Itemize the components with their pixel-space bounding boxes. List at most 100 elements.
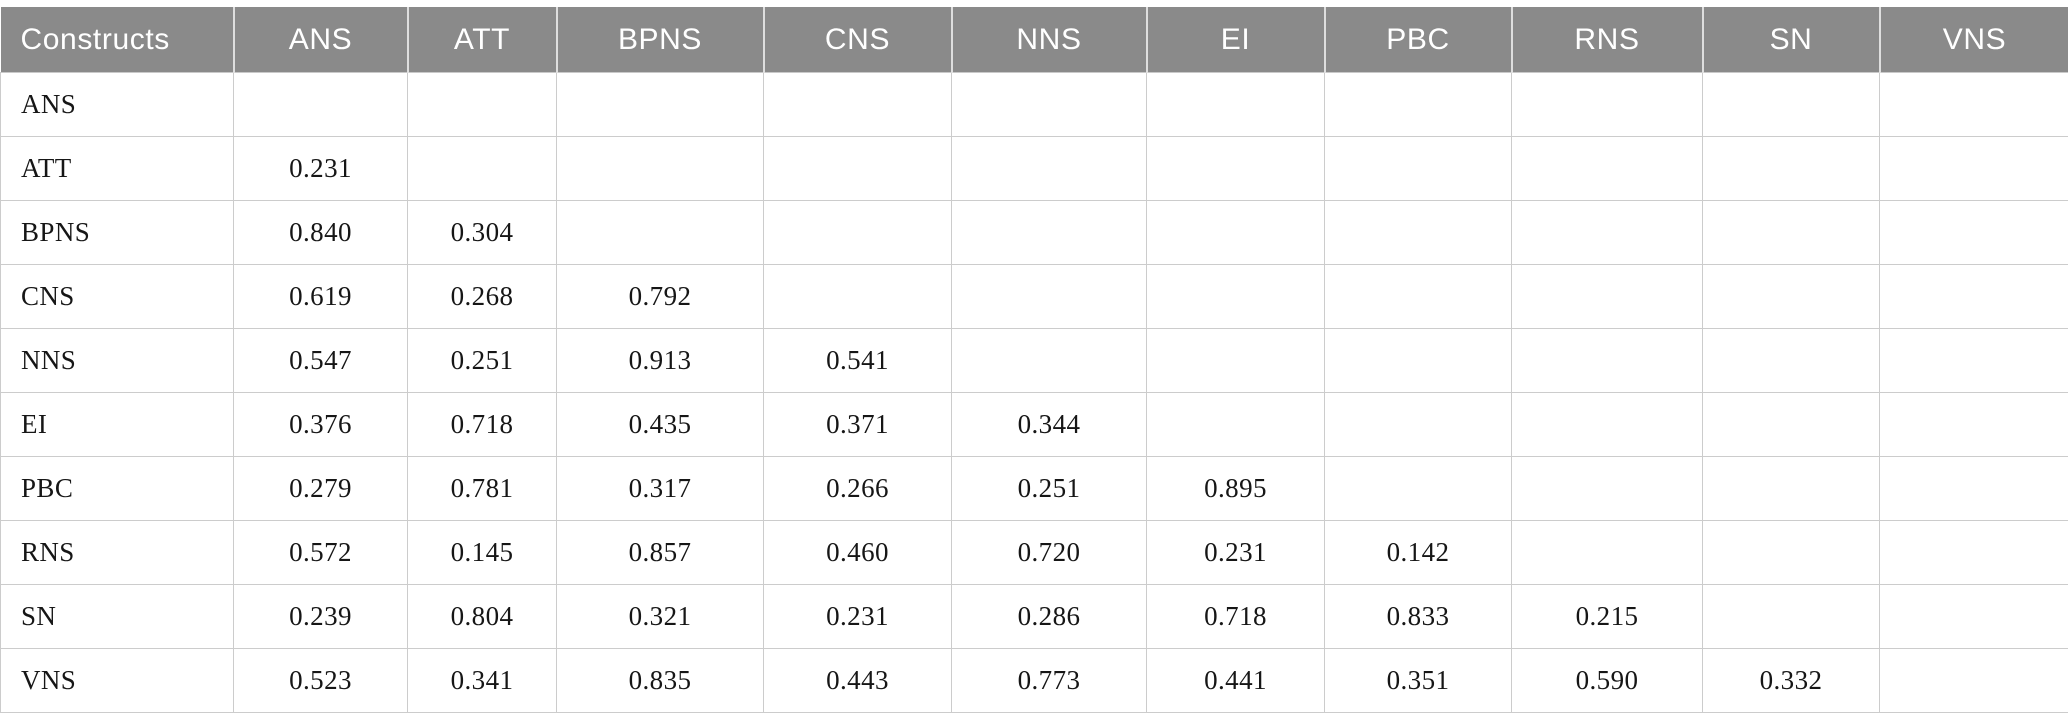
cell-value: 0.443: [764, 649, 952, 713]
cell-value: [952, 201, 1147, 265]
cell-value: 0.523: [234, 649, 408, 713]
cell-value: [1880, 585, 2068, 649]
cell-value: [1703, 265, 1880, 329]
cell-value: 0.215: [1512, 585, 1703, 649]
cell-value: [1147, 265, 1325, 329]
column-header-nns: NNS: [952, 7, 1147, 73]
cell-value: [1512, 457, 1703, 521]
cell-value: [1325, 201, 1512, 265]
cell-value: [557, 73, 764, 137]
cell-value: [1512, 393, 1703, 457]
cell-value: 0.251: [952, 457, 1147, 521]
column-header-cns: CNS: [764, 7, 952, 73]
row-label: RNS: [1, 521, 234, 585]
cell-value: [952, 265, 1147, 329]
cell-value: 0.913: [557, 329, 764, 393]
header-row: Constructs ANS ATT BPNS CNS NNS EI PBC R…: [1, 7, 2068, 73]
row-label: CNS: [1, 265, 234, 329]
table-header: Constructs ANS ATT BPNS CNS NNS EI PBC R…: [1, 7, 2068, 73]
cell-value: 0.239: [234, 585, 408, 649]
row-label: PBC: [1, 457, 234, 521]
cell-value: 0.351: [1325, 649, 1512, 713]
cell-value: [1703, 201, 1880, 265]
cell-value: [1325, 393, 1512, 457]
cell-value: [1880, 649, 2068, 713]
row-label: ATT: [1, 137, 234, 201]
cell-value: 0.145: [408, 521, 557, 585]
column-header-vns: VNS: [1880, 7, 2068, 73]
column-header-ei: EI: [1147, 7, 1325, 73]
cell-value: 0.857: [557, 521, 764, 585]
column-header-rns: RNS: [1512, 7, 1703, 73]
cell-value: 0.895: [1147, 457, 1325, 521]
row-label: EI: [1, 393, 234, 457]
cell-value: [408, 137, 557, 201]
column-header-pbc: PBC: [1325, 7, 1512, 73]
cell-value: 0.792: [557, 265, 764, 329]
cell-value: 0.332: [1703, 649, 1880, 713]
cell-value: [557, 201, 764, 265]
cell-value: 0.718: [408, 393, 557, 457]
cell-value: 0.572: [234, 521, 408, 585]
cell-value: [1880, 329, 2068, 393]
cell-value: 0.441: [1147, 649, 1325, 713]
cell-value: 0.718: [1147, 585, 1325, 649]
cell-value: 0.773: [952, 649, 1147, 713]
cell-value: 0.541: [764, 329, 952, 393]
cell-value: 0.590: [1512, 649, 1703, 713]
cell-value: 0.840: [234, 201, 408, 265]
cell-value: [1512, 265, 1703, 329]
cell-value: [1703, 329, 1880, 393]
cell-value: 0.371: [764, 393, 952, 457]
cell-value: 0.547: [234, 329, 408, 393]
cell-value: 0.835: [557, 649, 764, 713]
cell-value: [1325, 73, 1512, 137]
cell-value: [1512, 329, 1703, 393]
cell-value: 0.268: [408, 265, 557, 329]
cell-value: [1703, 137, 1880, 201]
column-header-att: ATT: [408, 7, 557, 73]
cell-value: 0.251: [408, 329, 557, 393]
cell-value: 0.317: [557, 457, 764, 521]
cell-value: 0.321: [557, 585, 764, 649]
cell-value: [1325, 329, 1512, 393]
cell-value: 0.435: [557, 393, 764, 457]
cell-value: [1880, 73, 2068, 137]
cell-value: [1880, 521, 2068, 585]
cell-value: [952, 329, 1147, 393]
row-label: BPNS: [1, 201, 234, 265]
cell-value: [1880, 265, 2068, 329]
table-row: ANS: [1, 73, 2068, 137]
cell-value: [1703, 521, 1880, 585]
constructs-correlation-table: Constructs ANS ATT BPNS CNS NNS EI PBC R…: [0, 7, 2068, 713]
cell-value: [1147, 393, 1325, 457]
cell-value: 0.279: [234, 457, 408, 521]
cell-value: [1325, 265, 1512, 329]
cell-value: [1880, 201, 2068, 265]
cell-value: [1147, 201, 1325, 265]
cell-value: [1325, 137, 1512, 201]
cell-value: [1147, 73, 1325, 137]
column-header-ans: ANS: [234, 7, 408, 73]
cell-value: 0.720: [952, 521, 1147, 585]
column-header-constructs: Constructs: [1, 7, 234, 73]
cell-value: [1880, 137, 2068, 201]
cell-value: 0.304: [408, 201, 557, 265]
cell-value: [1147, 329, 1325, 393]
cell-value: [952, 137, 1147, 201]
cell-value: [764, 265, 952, 329]
cell-value: [764, 137, 952, 201]
cell-value: 0.619: [234, 265, 408, 329]
row-label: VNS: [1, 649, 234, 713]
cell-value: 0.376: [234, 393, 408, 457]
cell-value: 0.142: [1325, 521, 1512, 585]
cell-value: [557, 137, 764, 201]
cell-value: [952, 73, 1147, 137]
